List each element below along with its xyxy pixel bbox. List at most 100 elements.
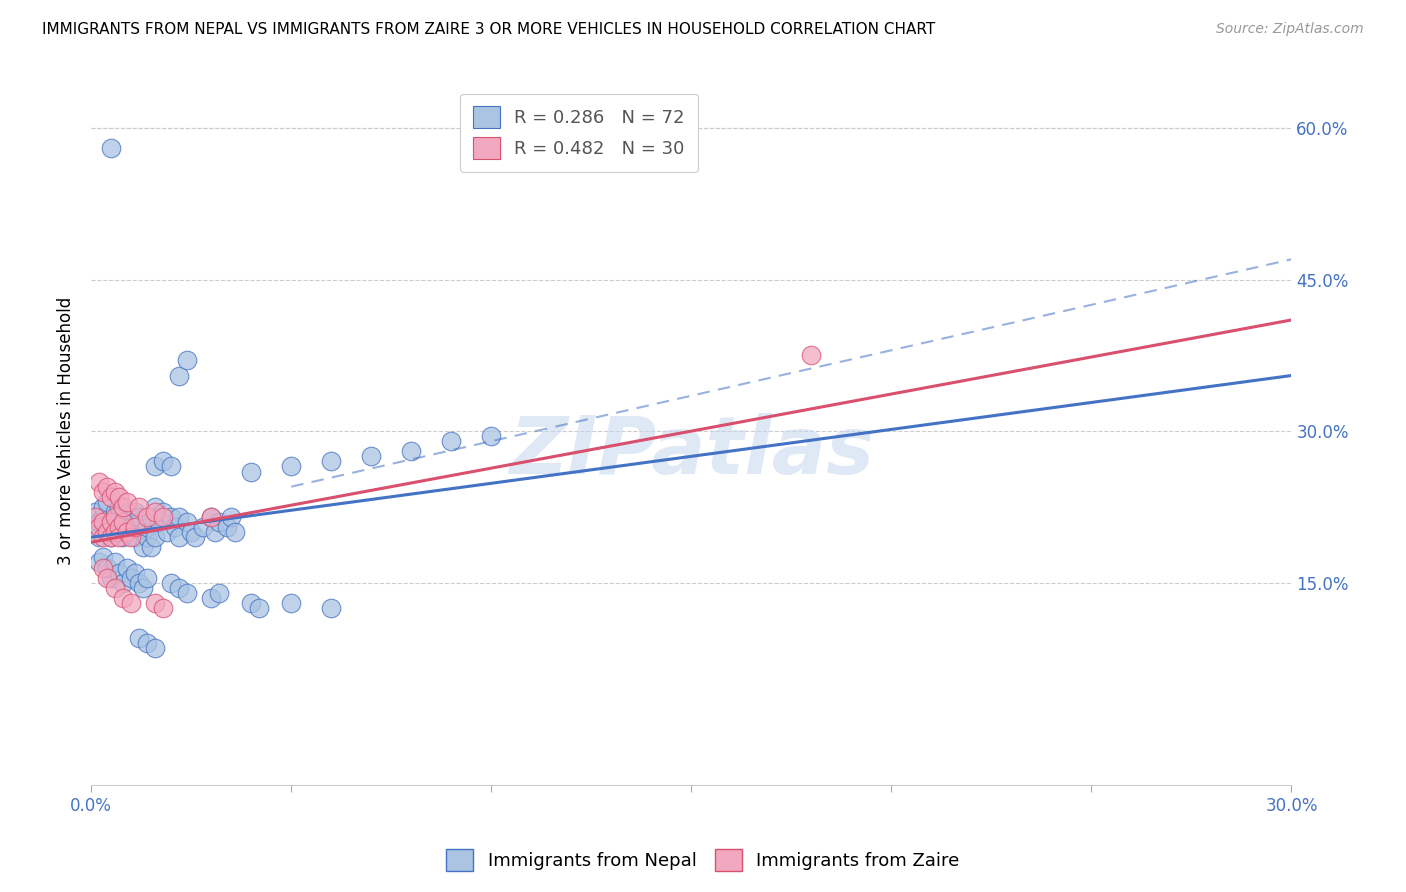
- Point: [124, 505, 146, 519]
- Point: [176, 586, 198, 600]
- Point: [219, 510, 242, 524]
- Point: [89, 520, 111, 534]
- Point: [100, 141, 122, 155]
- Point: [115, 525, 138, 540]
- Point: [176, 515, 198, 529]
- Point: [208, 515, 231, 529]
- Point: [128, 515, 150, 529]
- Point: [120, 510, 142, 524]
- Point: [152, 601, 174, 615]
- Point: [96, 480, 118, 494]
- Point: [156, 525, 179, 540]
- Point: [184, 530, 207, 544]
- Point: [167, 510, 190, 524]
- Point: [104, 484, 127, 499]
- Text: IMMIGRANTS FROM NEPAL VS IMMIGRANTS FROM ZAIRE 3 OR MORE VEHICLES IN HOUSEHOLD C: IMMIGRANTS FROM NEPAL VS IMMIGRANTS FROM…: [42, 22, 935, 37]
- Point: [176, 353, 198, 368]
- Point: [180, 525, 202, 540]
- Point: [104, 556, 127, 570]
- Point: [124, 566, 146, 580]
- Point: [108, 566, 131, 580]
- Point: [91, 515, 114, 529]
- Text: Source: ZipAtlas.com: Source: ZipAtlas.com: [1216, 22, 1364, 37]
- Point: [143, 596, 166, 610]
- Point: [800, 348, 823, 362]
- Point: [89, 530, 111, 544]
- Point: [96, 571, 118, 585]
- Legend: R = 0.286   N = 72, R = 0.482   N = 30: R = 0.286 N = 72, R = 0.482 N = 30: [460, 94, 697, 172]
- Point: [247, 601, 270, 615]
- Point: [200, 510, 222, 524]
- Point: [280, 459, 302, 474]
- Point: [128, 575, 150, 590]
- Point: [104, 510, 127, 524]
- Point: [128, 632, 150, 646]
- Point: [104, 525, 127, 540]
- Point: [141, 510, 163, 524]
- Point: [91, 484, 114, 499]
- Point: [208, 586, 231, 600]
- Point: [360, 450, 382, 464]
- Point: [152, 505, 174, 519]
- Point: [112, 530, 135, 544]
- Point: [108, 510, 131, 524]
- Point: [112, 575, 135, 590]
- Point: [204, 525, 226, 540]
- Point: [112, 515, 135, 529]
- Point: [96, 560, 118, 574]
- Point: [321, 601, 343, 615]
- Point: [112, 591, 135, 605]
- Point: [91, 550, 114, 565]
- Point: [124, 520, 146, 534]
- Point: [143, 530, 166, 544]
- Point: [132, 541, 155, 555]
- Point: [148, 515, 170, 529]
- Point: [96, 525, 118, 540]
- Point: [167, 530, 190, 544]
- Point: [115, 560, 138, 574]
- Point: [143, 641, 166, 656]
- Point: [89, 515, 111, 529]
- Point: [167, 581, 190, 595]
- Point: [143, 500, 166, 514]
- Point: [100, 530, 122, 544]
- Point: [143, 505, 166, 519]
- Point: [84, 510, 107, 524]
- Point: [124, 530, 146, 544]
- Point: [280, 596, 302, 610]
- Point: [89, 556, 111, 570]
- Point: [100, 515, 122, 529]
- Point: [100, 490, 122, 504]
- Point: [440, 434, 463, 449]
- Point: [152, 510, 174, 524]
- Point: [89, 475, 111, 489]
- Point: [84, 505, 107, 519]
- Point: [167, 368, 190, 383]
- Point: [100, 515, 122, 529]
- Point: [128, 500, 150, 514]
- Point: [132, 581, 155, 595]
- Point: [200, 591, 222, 605]
- Point: [217, 520, 239, 534]
- Point: [120, 520, 142, 534]
- Point: [108, 500, 131, 514]
- Point: [104, 505, 127, 519]
- Point: [240, 465, 263, 479]
- Point: [96, 525, 118, 540]
- Point: [91, 560, 114, 574]
- Point: [91, 500, 114, 514]
- Point: [136, 530, 159, 544]
- Point: [240, 596, 263, 610]
- Point: [120, 571, 142, 585]
- Point: [141, 541, 163, 555]
- Point: [120, 596, 142, 610]
- Point: [160, 575, 183, 590]
- Point: [108, 490, 131, 504]
- Point: [479, 429, 502, 443]
- Point: [96, 495, 118, 509]
- Point: [108, 520, 131, 534]
- Point: [143, 459, 166, 474]
- Point: [91, 510, 114, 524]
- Point: [115, 495, 138, 509]
- Point: [100, 571, 122, 585]
